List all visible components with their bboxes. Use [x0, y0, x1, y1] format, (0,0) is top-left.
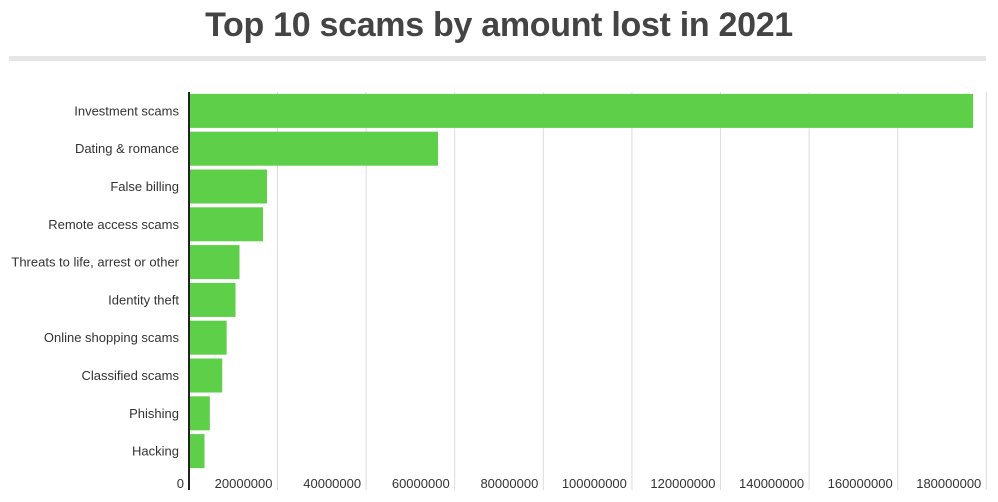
bar [189, 434, 205, 469]
x-tick-label: 160000000 [828, 476, 893, 491]
category-label: Investment scams [74, 103, 179, 118]
bar [189, 320, 227, 355]
x-axis-tick-labels: 0 20000000 40000000 60000000 80000000 1000000… [177, 476, 982, 491]
x-tick-label: 40000000 [303, 476, 361, 491]
bars [189, 93, 974, 469]
bar [189, 169, 267, 204]
category-label: Dating & romance [75, 141, 179, 156]
category-label: Threats to life, arrest or other [11, 255, 179, 270]
category-label: Hacking [132, 444, 179, 459]
category-label: Online shopping scams [44, 330, 180, 345]
x-tick-label: 20000000 [215, 476, 273, 491]
x-tick-label: 0 [177, 476, 184, 491]
bar [189, 358, 223, 393]
x-tick-label: 140000000 [739, 476, 804, 491]
bar [189, 245, 240, 280]
bar [189, 396, 210, 431]
category-label: Identity theft [108, 292, 179, 307]
x-tick-label: 60000000 [392, 476, 450, 491]
chart-title: Top 10 scams by amount lost in 2021 [205, 6, 793, 44]
x-tick-label: 80000000 [480, 476, 538, 491]
bar [189, 93, 974, 128]
bar [189, 207, 263, 242]
x-tick-label: 120000000 [650, 476, 715, 491]
x-tick-label: 180000000 [916, 476, 981, 491]
category-label: False billing [110, 179, 179, 194]
bar [189, 282, 236, 317]
bar [189, 131, 438, 166]
category-labels: Investment scams Dating & romance False bi… [11, 103, 179, 458]
category-label: Remote access scams [48, 217, 179, 232]
title-divider [9, 56, 986, 61]
category-label: Phishing [129, 406, 179, 421]
x-tick-label: 100000000 [562, 476, 627, 491]
category-label: Classified scams [81, 368, 179, 383]
